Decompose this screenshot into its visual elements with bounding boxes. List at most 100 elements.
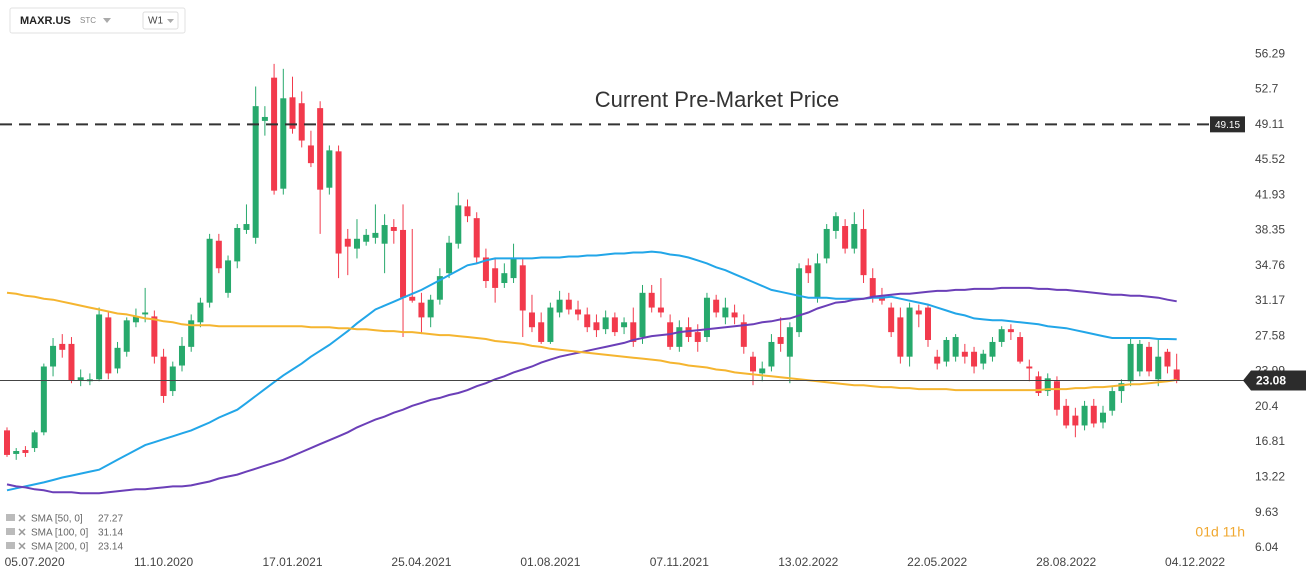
y-tick-label: 27.58 bbox=[1255, 328, 1285, 342]
candle-body bbox=[234, 227, 241, 262]
candle-body bbox=[538, 322, 545, 342]
symbol-widget: MAXR.US STC W1 bbox=[9, 7, 186, 34]
candle-body bbox=[943, 339, 950, 362]
candle-body bbox=[307, 145, 314, 164]
candle-body bbox=[1035, 376, 1042, 394]
candle-body bbox=[243, 224, 250, 230]
candle-body bbox=[796, 268, 803, 333]
candle-body bbox=[1017, 337, 1024, 362]
candle-body bbox=[575, 309, 582, 315]
y-tick-label: 52.7 bbox=[1255, 82, 1279, 96]
candle-body bbox=[759, 368, 766, 374]
candle-body bbox=[4, 430, 10, 455]
dropdown-arrow[interactable] bbox=[167, 19, 174, 23]
y-tick-label: 34.76 bbox=[1255, 258, 1285, 272]
candle-body bbox=[1109, 391, 1116, 411]
candle-body bbox=[381, 225, 388, 244]
candle-body bbox=[59, 343, 66, 350]
x-tick-label: 01.08.2021 bbox=[520, 555, 580, 569]
y-tick-label: 38.35 bbox=[1255, 223, 1285, 237]
x-tick-label: 05.07.2020 bbox=[5, 555, 65, 569]
candle-body bbox=[869, 278, 876, 298]
candle-body bbox=[1146, 346, 1153, 372]
candle-body bbox=[777, 337, 784, 344]
legend-remove bbox=[18, 514, 26, 522]
candle-body bbox=[289, 97, 296, 129]
candle-body bbox=[68, 343, 75, 381]
dropdown-arrow[interactable] bbox=[103, 18, 111, 23]
candle-body bbox=[317, 108, 324, 190]
candle-body bbox=[989, 341, 996, 357]
candle-body bbox=[1173, 369, 1180, 381]
interval[interactable]: W1 bbox=[148, 16, 163, 27]
candle-body bbox=[363, 234, 370, 242]
x-tick-label: 22.05.2022 bbox=[907, 555, 967, 569]
candle-body bbox=[685, 327, 692, 338]
candle-body bbox=[390, 227, 397, 231]
candle-body bbox=[197, 302, 204, 323]
candle-body bbox=[1053, 381, 1060, 410]
candle-body bbox=[556, 299, 563, 313]
candle-body bbox=[952, 337, 959, 357]
candle-body bbox=[427, 299, 434, 318]
candle-body bbox=[621, 322, 628, 328]
hline-tag-label: 49.15 bbox=[1215, 120, 1240, 131]
y-tick-label: 13.22 bbox=[1255, 470, 1285, 484]
candle-body bbox=[915, 310, 922, 315]
y-tick-label: 41.93 bbox=[1255, 187, 1285, 201]
candle-body bbox=[1164, 351, 1171, 367]
candle-body bbox=[888, 307, 895, 333]
candle-body bbox=[814, 263, 821, 298]
candle-body bbox=[400, 229, 407, 298]
y-tick-label: 9.63 bbox=[1255, 505, 1279, 519]
candle-body bbox=[1118, 383, 1125, 392]
y-tick-label: 49.11 bbox=[1255, 117, 1284, 131]
candle-body bbox=[1155, 356, 1162, 380]
interval-select[interactable] bbox=[142, 11, 179, 30]
candle-body bbox=[1026, 366, 1033, 369]
price-tag-label: 23.08 bbox=[1256, 374, 1286, 388]
candle-body bbox=[1007, 329, 1014, 333]
candle-body bbox=[823, 228, 830, 259]
candle-body bbox=[105, 317, 112, 374]
candle-body bbox=[326, 150, 333, 188]
candle-body bbox=[482, 257, 489, 282]
plot-area bbox=[0, 63, 1244, 495]
candle-body bbox=[750, 356, 757, 372]
sma-line bbox=[6, 286, 1177, 495]
candle-body bbox=[335, 151, 342, 254]
candle-body bbox=[31, 432, 38, 449]
candle-body bbox=[40, 366, 47, 433]
candle-body bbox=[22, 450, 29, 453]
candle-body bbox=[188, 320, 195, 347]
candle-body bbox=[676, 327, 683, 347]
legend-icon bbox=[6, 542, 15, 549]
y-tick-label: 6.04 bbox=[1255, 540, 1279, 554]
candle-body bbox=[722, 307, 729, 318]
candle-body bbox=[611, 317, 618, 333]
candle-body bbox=[1063, 405, 1070, 426]
candle-body bbox=[961, 351, 968, 357]
candle-body bbox=[639, 292, 646, 338]
candle-body bbox=[731, 312, 738, 318]
candle-body bbox=[492, 268, 499, 288]
sma-line bbox=[6, 291, 1177, 392]
y-tick-label: 16.81 bbox=[1255, 434, 1285, 448]
y-tick-label: 45.52 bbox=[1255, 152, 1285, 166]
candle-body bbox=[897, 317, 904, 357]
candle-body bbox=[713, 299, 720, 313]
candle-body bbox=[584, 314, 591, 328]
candle-body bbox=[1099, 412, 1106, 423]
candle-body bbox=[851, 224, 858, 249]
candle-body bbox=[878, 297, 885, 301]
candle-body bbox=[925, 307, 931, 340]
candle-body bbox=[446, 242, 453, 274]
candle-body bbox=[1081, 405, 1088, 426]
symbol[interactable]: MAXR.US bbox=[20, 15, 71, 27]
annotation: Current Pre-Market Price bbox=[595, 87, 840, 112]
candle-body bbox=[547, 307, 554, 342]
x-tick-label: 13.02.2022 bbox=[778, 555, 838, 569]
